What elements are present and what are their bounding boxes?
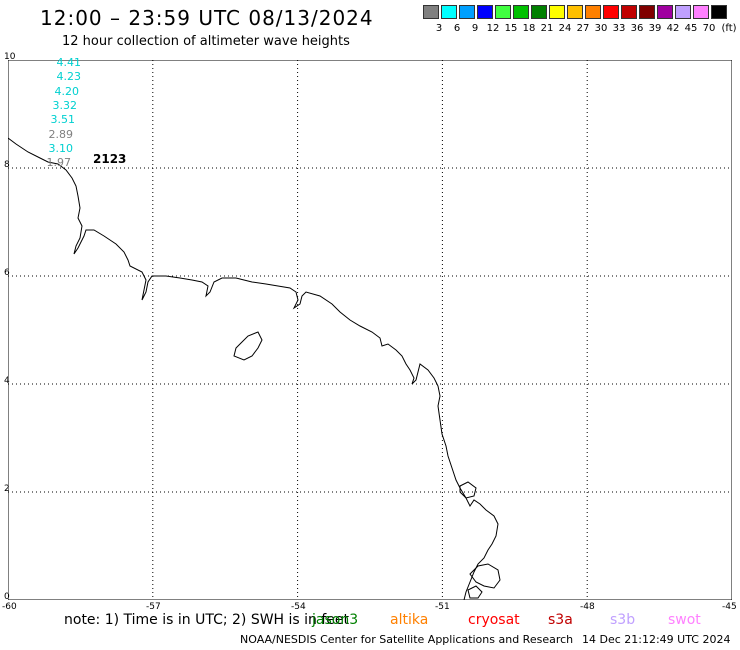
wave-height-value: 3.10 bbox=[48, 141, 74, 155]
wave-height-value: 4.20 bbox=[54, 84, 80, 98]
legend-label: 45 bbox=[684, 23, 698, 34]
legend-swatch bbox=[477, 5, 493, 19]
legend-swatch bbox=[549, 5, 565, 19]
satellite-swot: swot bbox=[668, 612, 701, 628]
island-outline bbox=[233, 331, 263, 361]
legend-swatch bbox=[675, 5, 691, 19]
satellite-s3a: s3a bbox=[548, 612, 573, 628]
legend-label: 42 bbox=[666, 23, 680, 34]
x-tick-label: -51 bbox=[435, 602, 450, 612]
legend-unit: (ft) bbox=[721, 23, 737, 34]
legend-label: 12 bbox=[486, 23, 500, 34]
y-tick-label: 10 bbox=[4, 52, 16, 62]
map-frame bbox=[8, 60, 732, 600]
coastline bbox=[8, 137, 499, 600]
y-tick-label: 8 bbox=[4, 160, 10, 170]
legend-swatch bbox=[585, 5, 601, 19]
legend-swatch bbox=[567, 5, 583, 19]
footer-timestamp: 14 Dec 21:12:49 UTC 2024 bbox=[582, 633, 731, 646]
x-tick-label: -54 bbox=[291, 602, 306, 612]
legend-swatch bbox=[693, 5, 709, 19]
y-tick-label: 2 bbox=[4, 484, 10, 494]
legend-swatch bbox=[459, 5, 475, 19]
y-tick-label: 0 bbox=[4, 592, 10, 602]
satellite-cryosat: cryosat bbox=[468, 612, 520, 628]
wave-height-value: 1.97 bbox=[46, 156, 72, 170]
legend-swatch bbox=[603, 5, 619, 19]
legend-label: 39 bbox=[648, 23, 662, 34]
map-plot bbox=[8, 60, 732, 600]
legend-label: 36 bbox=[630, 23, 644, 34]
satellite-altika: altika bbox=[390, 612, 429, 628]
legend-label: 15 bbox=[504, 23, 518, 34]
legend-label: 27 bbox=[576, 23, 590, 34]
legend-swatch bbox=[711, 5, 727, 19]
legend-label: 9 bbox=[471, 23, 479, 34]
x-tick-label: -45 bbox=[722, 602, 737, 612]
legend-label: 3 bbox=[435, 23, 443, 34]
y-tick-label: 6 bbox=[4, 268, 10, 278]
wave-height-value: 4.41 bbox=[56, 56, 82, 69]
wave-height-value: 4.23 bbox=[56, 70, 82, 84]
wave-height-value: 3.51 bbox=[50, 113, 76, 127]
legend-swatch bbox=[657, 5, 673, 19]
track-time-label: 2123 bbox=[93, 152, 127, 166]
wave-height-value: 3.32 bbox=[52, 98, 78, 112]
satellite-s3b: s3b bbox=[610, 612, 636, 628]
satellite-jason3: jason3 bbox=[312, 612, 359, 628]
legend-swatch bbox=[621, 5, 637, 19]
y-axis-labels: 10 8 6 4 2 0 bbox=[0, 0, 20, 602]
map-subtitle: 12 hour collection of altimeter wave hei… bbox=[62, 34, 350, 49]
legend-label: 18 bbox=[522, 23, 536, 34]
footer-note: note: 1) Time is in UTC; 2) SWH is in fe… bbox=[64, 612, 350, 628]
legend-label: 21 bbox=[540, 23, 554, 34]
legend-label: 33 bbox=[612, 23, 626, 34]
island-outline bbox=[469, 563, 501, 589]
legend-label: 30 bbox=[594, 23, 608, 34]
x-tick-label: -57 bbox=[146, 602, 161, 612]
legend-swatch bbox=[639, 5, 655, 19]
footer-credit: NOAA/NESDIS Center for Satellite Applica… bbox=[240, 633, 574, 646]
legend-label: 24 bbox=[558, 23, 572, 34]
legend-swatch bbox=[513, 5, 529, 19]
island-outline bbox=[467, 585, 483, 599]
legend-label: 70 bbox=[702, 23, 716, 34]
graticule bbox=[8, 60, 732, 600]
x-tick-label: -48 bbox=[580, 602, 595, 612]
legend-swatch bbox=[531, 5, 547, 19]
legend-swatch bbox=[495, 5, 511, 19]
wave-height-value: 2.89 bbox=[48, 127, 74, 141]
legend-label: 6 bbox=[453, 23, 461, 34]
x-tick-label: -60 bbox=[2, 602, 17, 612]
legend-swatch bbox=[441, 5, 457, 19]
island-outline bbox=[459, 481, 477, 499]
y-tick-label: 4 bbox=[4, 376, 10, 386]
legend-swatch bbox=[423, 5, 439, 19]
map-title: 12:00 – 23:59 UTC 08/13/2024 bbox=[40, 6, 374, 30]
